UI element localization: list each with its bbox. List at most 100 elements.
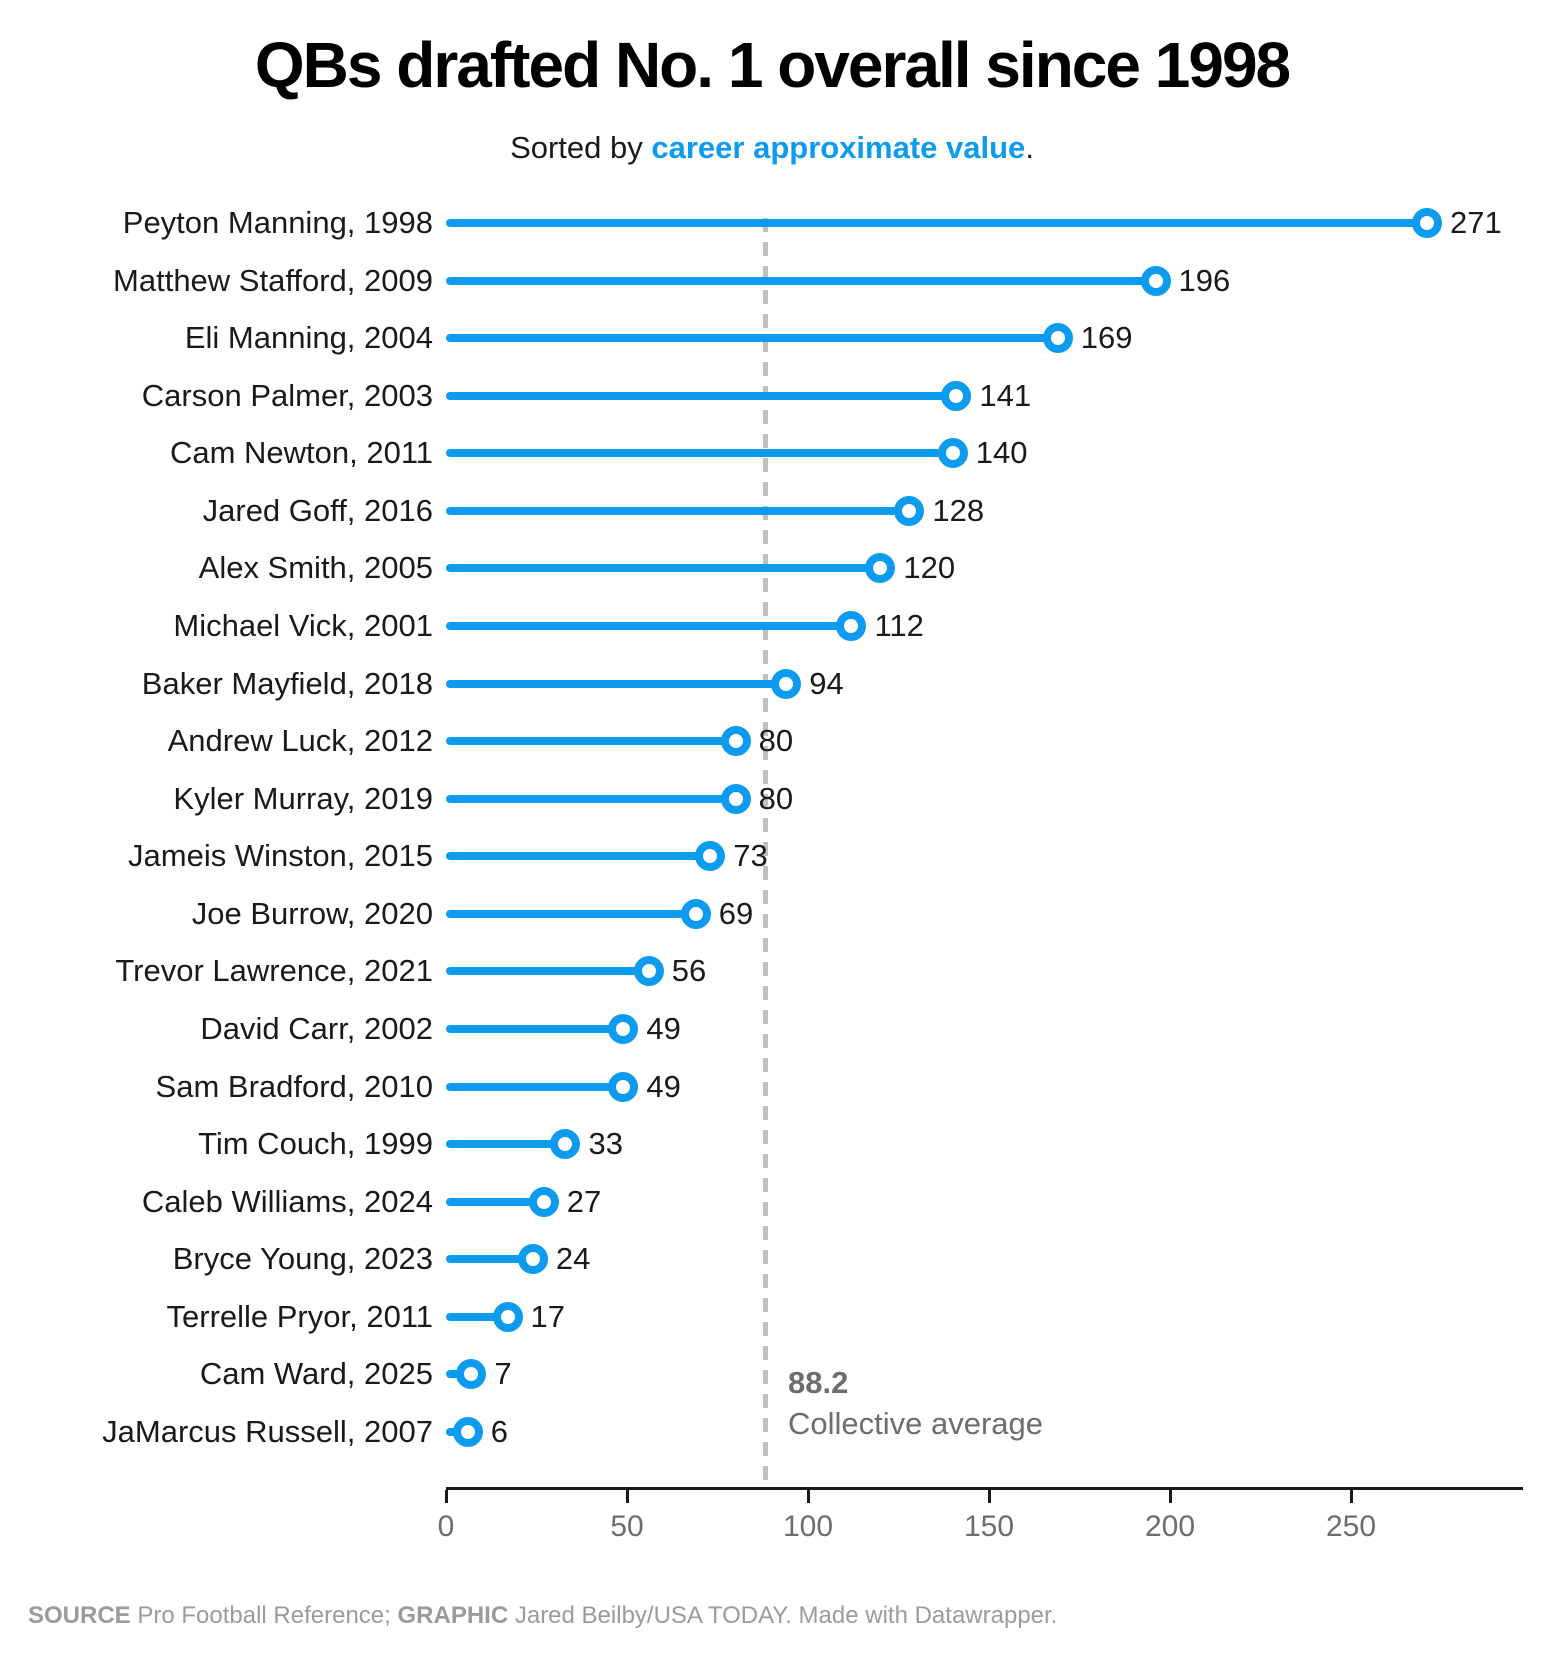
average-caption: Collective average bbox=[788, 1406, 1044, 1441]
player-label: Jameis Winston, 2015 bbox=[128, 838, 433, 874]
lollipop-line bbox=[446, 1024, 624, 1033]
lollipop-dot bbox=[517, 1244, 548, 1275]
player-label: Alex Smith, 2005 bbox=[198, 550, 433, 586]
lollipop-line bbox=[446, 334, 1058, 343]
player-label: Cam Newton, 2011 bbox=[169, 435, 433, 471]
value-label: 196 bbox=[1178, 262, 1231, 298]
lollipop-line bbox=[446, 794, 736, 803]
lollipop-dot bbox=[550, 1129, 581, 1160]
x-axis-tick-label: 50 bbox=[610, 1510, 644, 1543]
lollipop-dot bbox=[492, 1301, 523, 1332]
x-axis-tick-label: 150 bbox=[963, 1510, 1015, 1543]
player-label: Trevor Lawrence, 2021 bbox=[115, 953, 433, 989]
lollipop-line bbox=[446, 1197, 544, 1206]
graphic-label: GRAPHIC bbox=[397, 1602, 509, 1629]
average-annotation: 88.2 Collective average bbox=[788, 1362, 1043, 1444]
lollipop-dot bbox=[456, 1359, 487, 1390]
player-label: Peyton Manning, 1998 bbox=[122, 205, 433, 240]
lollipop-line bbox=[446, 506, 910, 515]
lollipop-dot bbox=[1042, 323, 1073, 354]
lollipop-dot bbox=[836, 610, 867, 641]
value-label: 6 bbox=[490, 1413, 508, 1449]
player-label: JaMarcus Russell, 2007 bbox=[102, 1413, 433, 1449]
x-axis-tick bbox=[1168, 1490, 1172, 1503]
value-label: 24 bbox=[555, 1241, 591, 1277]
lollipop-line bbox=[446, 737, 736, 746]
lollipop-dot bbox=[937, 438, 968, 469]
lollipop-line bbox=[446, 276, 1156, 285]
lollipop-dot bbox=[633, 956, 664, 987]
graphic-text: Jared Beilby/USA TODAY. bbox=[508, 1602, 799, 1629]
source-text: Pro Football Reference; bbox=[130, 1602, 398, 1629]
lollipop-dot bbox=[528, 1186, 559, 1217]
player-label: Sam Bradford, 2010 bbox=[155, 1068, 433, 1104]
lollipop-line bbox=[446, 621, 852, 630]
value-label: 141 bbox=[979, 377, 1032, 413]
player-label: Eli Manning, 2004 bbox=[184, 320, 433, 356]
x-axis-line bbox=[446, 1487, 1523, 1490]
value-label: 80 bbox=[758, 723, 794, 759]
x-axis-tick-label: 200 bbox=[1144, 1510, 1196, 1543]
value-label: 69 bbox=[718, 895, 754, 931]
value-label: 112 bbox=[874, 607, 924, 643]
chart-title: QBs drafted No. 1 overall since 1998 bbox=[254, 29, 1291, 101]
value-label: 27 bbox=[566, 1183, 602, 1219]
player-label: Matthew Stafford, 2009 bbox=[113, 262, 433, 298]
x-axis-tick bbox=[444, 1490, 448, 1503]
lollipop-dot bbox=[720, 726, 751, 757]
lollipop-line bbox=[446, 219, 1428, 227]
lollipop-dot bbox=[452, 1416, 483, 1447]
subtitle-highlight: career approximate value bbox=[651, 130, 1026, 165]
x-axis-tick bbox=[1349, 1490, 1353, 1503]
player-label: Jared Goff, 2016 bbox=[202, 492, 433, 528]
player-label: Michael Vick, 2001 bbox=[173, 607, 433, 643]
lollipop-dot bbox=[771, 668, 802, 699]
lollipop-dot bbox=[894, 495, 925, 526]
value-label: 94 bbox=[809, 665, 844, 701]
player-label: Kyler Murray, 2019 bbox=[173, 780, 433, 816]
x-axis-tick bbox=[625, 1490, 629, 1503]
value-label: 128 bbox=[932, 492, 985, 528]
subtitle-suffix: . bbox=[1025, 130, 1034, 165]
player-label: Cam Ward, 2025 bbox=[199, 1356, 433, 1392]
x-axis-tick bbox=[987, 1490, 991, 1503]
source-note: SOURCE Pro Football Reference; GRAPHIC J… bbox=[28, 1602, 1508, 1630]
lollipop-dot bbox=[608, 1071, 639, 1102]
player-label: Carson Palmer, 2003 bbox=[141, 377, 433, 413]
lollipop-line bbox=[446, 679, 787, 688]
lollipop-line bbox=[446, 1312, 508, 1321]
lollipop-dot bbox=[941, 380, 972, 411]
player-label: Bryce Young, 2023 bbox=[172, 1241, 433, 1277]
value-label: 7 bbox=[494, 1356, 512, 1392]
value-label: 140 bbox=[975, 435, 1028, 471]
source-label: SOURCE bbox=[28, 1602, 131, 1629]
lollipop-line bbox=[446, 564, 881, 573]
value-label: 120 bbox=[903, 550, 956, 586]
lollipop-dot bbox=[1140, 265, 1171, 296]
lollipop-line bbox=[446, 391, 957, 400]
value-label: 169 bbox=[1080, 320, 1133, 356]
lollipop-line bbox=[446, 967, 649, 976]
value-label: 33 bbox=[588, 1126, 623, 1162]
made-with-text: Made with Datawrapper. bbox=[798, 1602, 1058, 1629]
x-axis-tick-label: 0 bbox=[437, 1510, 455, 1543]
lollipop-line bbox=[446, 1255, 533, 1264]
value-label: 17 bbox=[530, 1298, 566, 1334]
value-label: 80 bbox=[758, 780, 794, 816]
player-label: Terrelle Pryor, 2011 bbox=[166, 1298, 434, 1334]
lollipop-dot bbox=[608, 1013, 639, 1044]
x-axis-tick-label: 100 bbox=[782, 1510, 834, 1543]
x-axis-tick-label: 250 bbox=[1325, 1510, 1377, 1543]
player-label: Caleb Williams, 2024 bbox=[141, 1183, 433, 1219]
lollipop-dot bbox=[720, 783, 751, 814]
lollipop-line bbox=[446, 909, 696, 918]
value-label: 49 bbox=[646, 1068, 681, 1104]
value-label: 73 bbox=[733, 838, 768, 874]
player-label: Andrew Luck, 2012 bbox=[167, 723, 433, 759]
chart-subtitle: Sorted by career approximate value. bbox=[0, 130, 1544, 166]
player-label: Baker Mayfield, 2018 bbox=[141, 665, 433, 701]
lollipop-line bbox=[446, 449, 953, 458]
lollipop-line bbox=[446, 1082, 624, 1091]
